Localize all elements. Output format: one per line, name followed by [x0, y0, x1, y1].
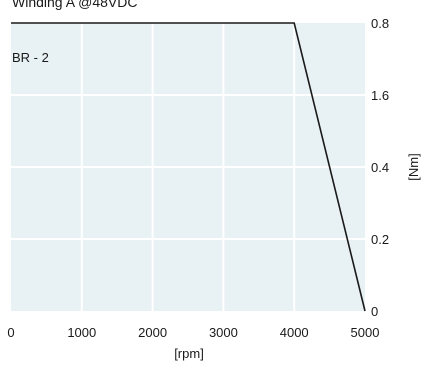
y-tick-label: 0.4 — [371, 160, 389, 175]
y-tick-label: 0 — [371, 304, 378, 319]
x-tick-label: 5000 — [351, 325, 380, 340]
y-axis-label: [Nm] — [406, 153, 421, 180]
x-tick-label: 3000 — [209, 325, 238, 340]
chart-title: Winding A @48VDC — [12, 0, 138, 10]
series-line — [11, 22, 366, 312]
x-tick-label: 0 — [7, 325, 14, 340]
x-tick-label: 1000 — [67, 325, 96, 340]
x-tick-labels: 0 1000 2000 3000 4000 5000 — [7, 325, 379, 340]
x-tick-label: 2000 — [138, 325, 167, 340]
y-tick-label: 0.8 — [371, 16, 389, 31]
x-tick-label: 4000 — [280, 325, 309, 340]
grid — [11, 23, 365, 311]
y-tick-label: 1.6 — [371, 88, 389, 103]
x-axis-label: [rpm] — [174, 346, 204, 361]
y-tick-label: 0.2 — [371, 232, 389, 247]
series-label: BR - 2 — [12, 50, 49, 65]
y-tick-labels: 0 0.2 0.4 1.6 0.8 — [371, 16, 389, 319]
